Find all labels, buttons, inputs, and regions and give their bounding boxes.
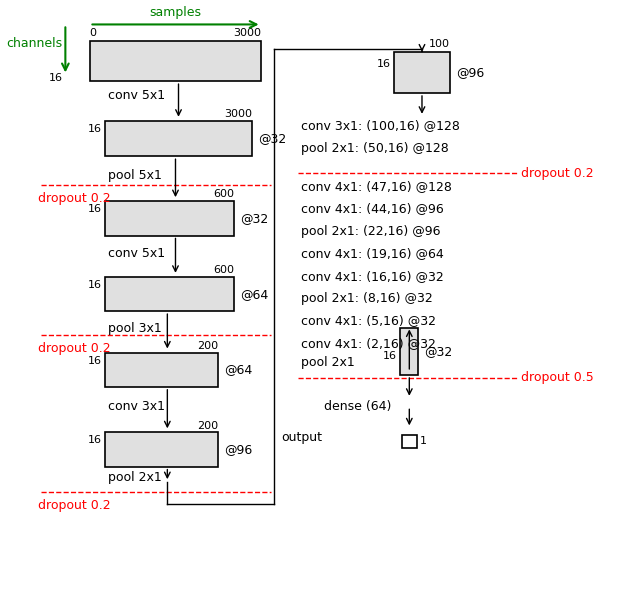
Text: pool 3x1: pool 3x1: [108, 323, 161, 336]
Text: @32: @32: [259, 132, 287, 145]
Text: 200: 200: [197, 341, 218, 351]
Text: @96: @96: [224, 443, 252, 456]
Text: 600: 600: [213, 189, 234, 200]
Text: 16: 16: [377, 59, 391, 69]
Text: 100: 100: [429, 39, 450, 49]
Text: 16: 16: [88, 356, 102, 365]
Text: conv 4x1: (2,16) @32: conv 4x1: (2,16) @32: [301, 337, 436, 350]
Text: 600: 600: [213, 265, 234, 275]
Bar: [402, 435, 417, 448]
Text: dropout 0.5: dropout 0.5: [521, 371, 594, 384]
Text: conv 4x1: (47,16) @128: conv 4x1: (47,16) @128: [301, 180, 452, 192]
Text: 16: 16: [88, 435, 102, 446]
Text: 1: 1: [420, 436, 427, 446]
Text: @32: @32: [424, 345, 452, 358]
Text: pool 2x1: pool 2x1: [301, 356, 355, 369]
Text: dropout 0.2: dropout 0.2: [521, 167, 593, 180]
Text: conv 4x1: (16,16) @32: conv 4x1: (16,16) @32: [301, 270, 444, 283]
Bar: [104, 277, 234, 311]
Text: @96: @96: [456, 66, 484, 79]
Text: 16: 16: [88, 124, 102, 134]
Text: pool 5x1: pool 5x1: [108, 169, 161, 182]
Text: conv 4x1: (5,16) @32: conv 4x1: (5,16) @32: [301, 314, 436, 327]
Text: pool 2x1: (8,16) @32: pool 2x1: (8,16) @32: [301, 292, 433, 305]
Text: 200: 200: [197, 421, 218, 431]
Text: @64: @64: [224, 363, 252, 376]
Bar: [104, 353, 218, 387]
Bar: [104, 201, 234, 235]
Text: 16: 16: [88, 204, 102, 214]
Text: pool 2x1: pool 2x1: [108, 471, 161, 484]
Bar: [400, 328, 419, 375]
Bar: [394, 52, 450, 93]
Text: conv 4x1: (44,16) @96: conv 4x1: (44,16) @96: [301, 202, 444, 215]
Text: conv 3x1: (100,16) @128: conv 3x1: (100,16) @128: [301, 119, 460, 132]
Text: conv 5x1: conv 5x1: [108, 89, 164, 102]
Text: dropout 0.2: dropout 0.2: [38, 192, 111, 205]
Text: samples: samples: [150, 5, 202, 18]
Text: 3000: 3000: [234, 28, 262, 38]
Text: pool 2x1: (50,16) @128: pool 2x1: (50,16) @128: [301, 141, 449, 154]
Text: conv 4x1: (19,16) @64: conv 4x1: (19,16) @64: [301, 247, 444, 260]
Text: dropout 0.2: dropout 0.2: [38, 342, 111, 355]
Text: 16: 16: [49, 73, 62, 83]
Text: conv 5x1: conv 5x1: [108, 247, 164, 260]
Bar: [104, 121, 252, 156]
Bar: [90, 41, 262, 81]
Text: channels: channels: [6, 37, 62, 50]
Text: pool 2x1: (22,16) @96: pool 2x1: (22,16) @96: [301, 225, 440, 238]
Text: 16: 16: [88, 280, 102, 290]
Text: 0: 0: [90, 28, 97, 38]
Text: output: output: [281, 431, 322, 444]
Text: dropout 0.2: dropout 0.2: [38, 499, 111, 512]
Text: conv 3x1: conv 3x1: [108, 400, 164, 413]
Text: dense (64): dense (64): [324, 400, 392, 413]
Text: @64: @64: [241, 287, 269, 301]
Bar: [104, 432, 218, 467]
Text: 3000: 3000: [225, 109, 252, 119]
Text: 16: 16: [383, 351, 397, 361]
Text: @32: @32: [241, 212, 269, 225]
